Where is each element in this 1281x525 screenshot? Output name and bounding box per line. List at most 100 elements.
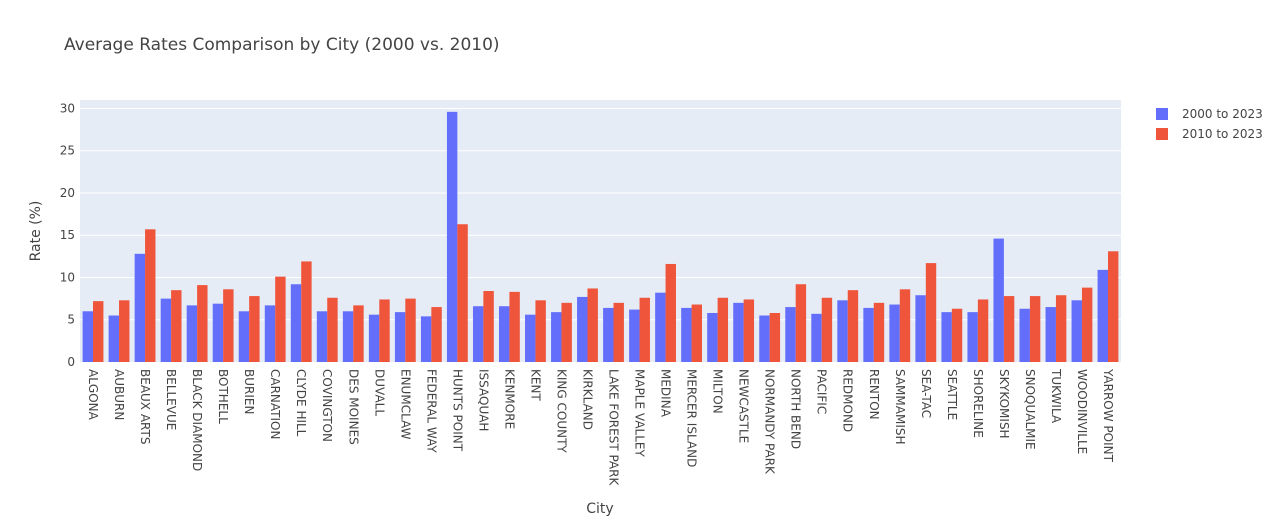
bar[interactable]: [1071, 300, 1082, 362]
bar[interactable]: [405, 298, 416, 362]
bar[interactable]: [316, 311, 328, 362]
bar[interactable]: [743, 299, 755, 362]
x-tick-label: COVINGTON: [320, 369, 334, 442]
bar[interactable]: [873, 302, 885, 362]
bar[interactable]: [238, 311, 250, 362]
bar[interactable]: [379, 299, 390, 362]
bar[interactable]: [145, 229, 156, 362]
bar[interactable]: [353, 305, 364, 362]
bar[interactable]: [93, 301, 104, 362]
bar[interactable]: [499, 306, 510, 362]
bar[interactable]: [561, 302, 572, 362]
x-tick-label: MILTON: [711, 369, 725, 414]
bar[interactable]: [171, 290, 182, 362]
bar[interactable]: [681, 307, 692, 362]
bar[interactable]: [119, 300, 130, 362]
y-axis-ticks: 0 5 10 15 20 25 30: [60, 101, 75, 369]
bar[interactable]: [899, 289, 911, 362]
legend-item[interactable]: 2010 to 2023: [1156, 127, 1263, 141]
x-tick-label: TUKWILA: [1049, 368, 1063, 424]
bar[interactable]: [223, 289, 234, 362]
bar[interactable]: [394, 312, 406, 362]
bar[interactable]: [889, 304, 900, 362]
bar[interactable]: [847, 290, 859, 362]
bar[interactable]: [639, 297, 650, 362]
bar[interactable]: [1081, 287, 1093, 362]
bar[interactable]: [1045, 307, 1056, 362]
bar[interactable]: [951, 308, 963, 362]
bars[interactable]: [82, 111, 1119, 362]
y-tick-label: 30: [60, 101, 75, 115]
bar[interactable]: [1055, 295, 1067, 362]
bar[interactable]: [108, 315, 120, 362]
bar[interactable]: [1097, 269, 1108, 362]
bar[interactable]: [811, 313, 822, 362]
bar[interactable]: [795, 284, 807, 362]
bar[interactable]: [212, 303, 224, 362]
bar[interactable]: [82, 311, 94, 362]
x-tick-label: NEWCASTLE: [737, 369, 751, 443]
bar[interactable]: [327, 297, 338, 362]
bar[interactable]: [290, 284, 302, 362]
x-tick-label: SEA-TAC: [919, 369, 933, 418]
bar[interactable]: [733, 302, 744, 362]
bar[interactable]: [483, 291, 494, 362]
bar[interactable]: [629, 309, 640, 362]
x-tick-label: AUBURN: [112, 369, 126, 420]
bar[interactable]: [472, 306, 484, 362]
bar[interactable]: [446, 111, 458, 362]
bar[interactable]: [821, 297, 833, 362]
x-tick-label: BEAUX ARTS: [138, 369, 152, 444]
bar[interactable]: [769, 312, 781, 362]
bar[interactable]: [967, 312, 978, 362]
bar[interactable]: [863, 307, 874, 362]
chart-title: Average Rates Comparison by City (2000 v…: [64, 35, 500, 55]
bar[interactable]: [977, 299, 989, 362]
bar[interactable]: [717, 297, 729, 362]
legend-swatch: [1156, 128, 1168, 140]
x-tick-label: SAMMAMISH: [893, 369, 907, 445]
bar[interactable]: [925, 263, 937, 362]
bar[interactable]: [197, 285, 208, 362]
bar[interactable]: [603, 307, 614, 362]
bar[interactable]: [186, 305, 198, 362]
bar[interactable]: [525, 314, 536, 362]
bar[interactable]: [655, 292, 666, 362]
legend-item[interactable]: 2000 to 2023: [1156, 107, 1263, 121]
bar[interactable]: [431, 307, 442, 362]
bar[interactable]: [691, 304, 702, 362]
bar[interactable]: [264, 305, 276, 362]
bar[interactable]: [457, 224, 468, 362]
bar[interactable]: [509, 291, 520, 362]
bar[interactable]: [1003, 296, 1015, 362]
bar[interactable]: [759, 315, 770, 362]
bar[interactable]: [249, 296, 260, 362]
bar[interactable]: [785, 307, 796, 362]
bar[interactable]: [342, 311, 354, 362]
bar[interactable]: [1107, 251, 1119, 362]
bar[interactable]: [301, 261, 312, 362]
bar[interactable]: [160, 298, 172, 362]
bar[interactable]: [587, 288, 598, 362]
bar[interactable]: [551, 312, 562, 362]
x-tick-label: SKYKOMISH: [997, 369, 1011, 439]
bar[interactable]: [420, 316, 432, 362]
bar[interactable]: [1019, 308, 1030, 362]
bar[interactable]: [368, 314, 380, 362]
bar[interactable]: [665, 263, 676, 362]
bar[interactable]: [1029, 296, 1041, 362]
bar[interactable]: [837, 300, 848, 362]
bar[interactable]: [915, 295, 926, 362]
bar[interactable]: [535, 300, 546, 362]
y-tick-label: 20: [60, 186, 75, 200]
bar[interactable]: [577, 296, 588, 362]
legend[interactable]: 2000 to 2023 2010 to 2023: [1156, 107, 1263, 141]
bar[interactable]: [134, 253, 146, 362]
bar[interactable]: [993, 238, 1004, 362]
bar[interactable]: [275, 276, 286, 362]
bar[interactable]: [707, 312, 718, 362]
bar[interactable]: [613, 302, 624, 362]
bar[interactable]: [941, 312, 952, 362]
y-tick-label: 10: [60, 270, 75, 284]
